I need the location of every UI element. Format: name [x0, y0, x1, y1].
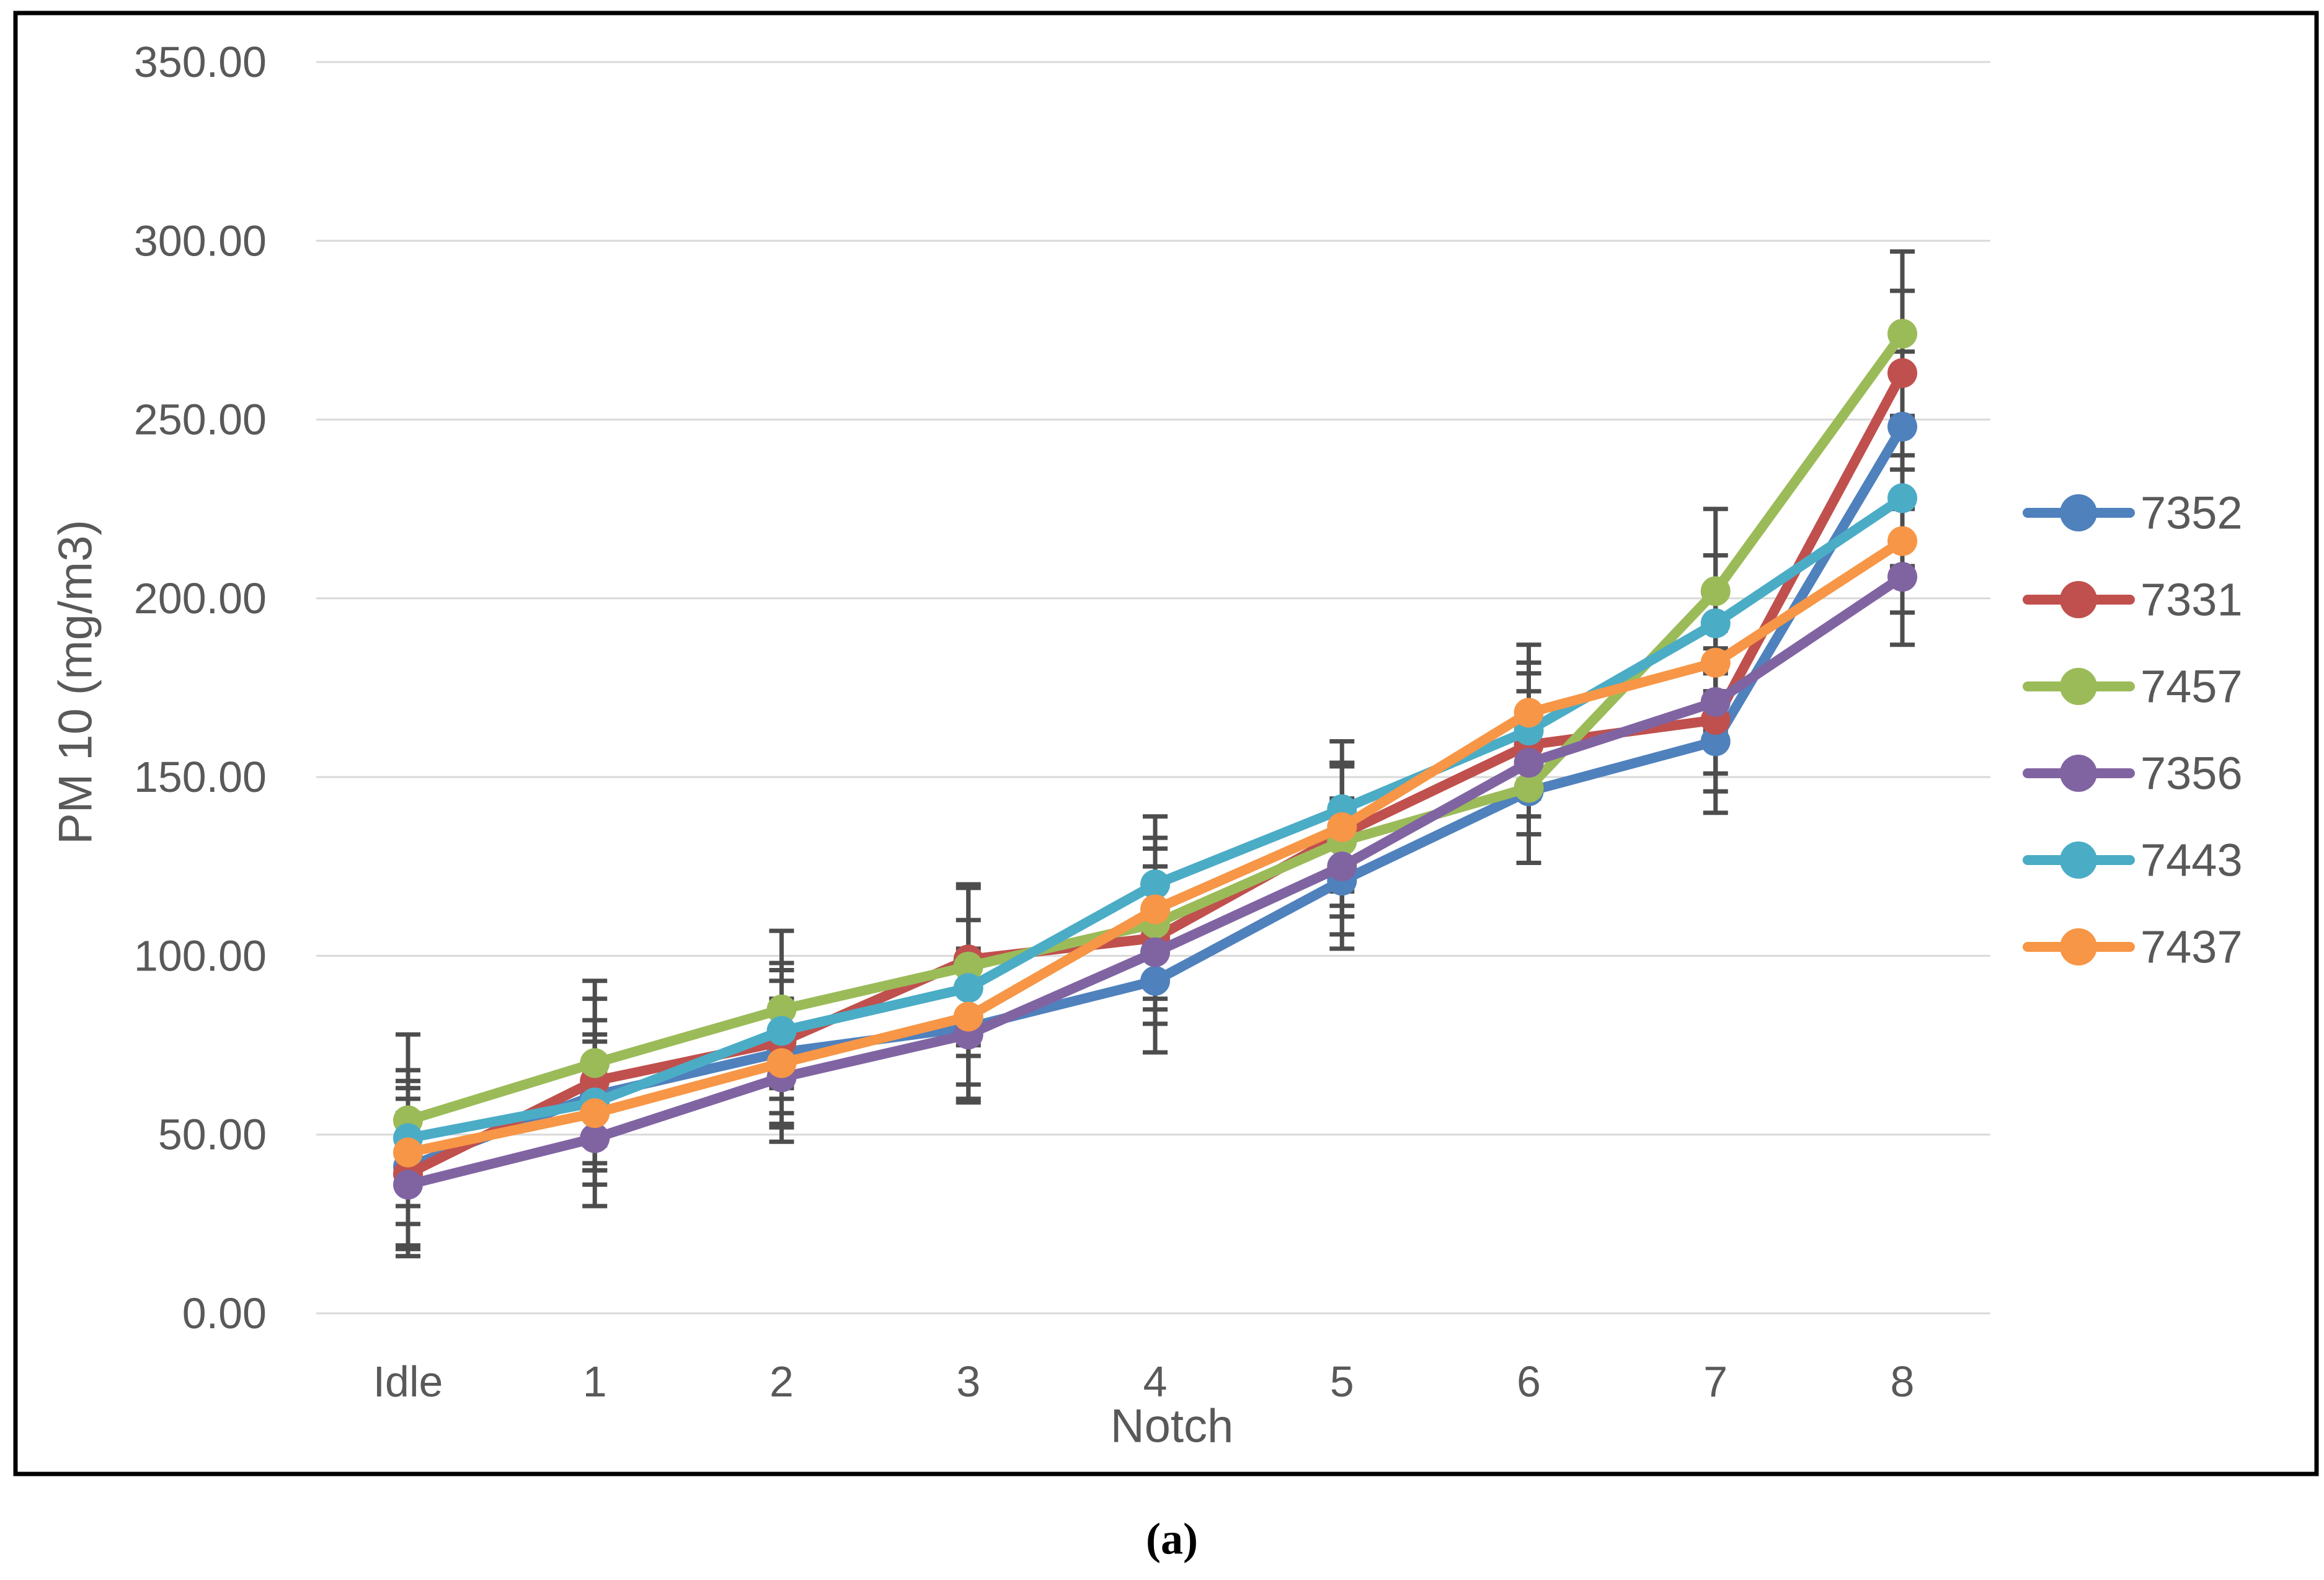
figure-border — [13, 11, 2319, 1476]
marker-7443-3 — [953, 973, 983, 1003]
legend-label-7331: 7331 — [2140, 574, 2243, 626]
marker-7457-2 — [766, 994, 797, 1024]
marker-7437-5 — [1327, 812, 1357, 842]
legend-swatch-marker-7331 — [2060, 581, 2097, 618]
figure-caption: (a) — [1146, 1514, 1198, 1564]
legend-item-7443: 7443 — [2023, 835, 2243, 886]
y-tick-label-50.00: 50.00 — [158, 1111, 267, 1159]
marker-7437-Idle — [393, 1137, 423, 1168]
marker-7356-Idle — [393, 1169, 423, 1200]
legend-item-7437: 7437 — [2023, 921, 2243, 973]
marker-7356-4 — [1140, 937, 1170, 967]
y-tick-label-150.00: 150.00 — [134, 753, 267, 801]
legend-swatch-marker-7352 — [2060, 494, 2097, 531]
marker-7437-2 — [766, 1048, 797, 1078]
legend-swatch-marker-7437 — [2060, 928, 2097, 965]
marker-7331-8 — [1887, 358, 1917, 388]
marker-7457-8 — [1887, 319, 1917, 349]
x-tick-label-2: 2 — [769, 1357, 794, 1406]
legend-label-7437: 7437 — [2140, 921, 2243, 973]
marker-7437-7 — [1700, 647, 1731, 678]
marker-7356-1 — [580, 1123, 610, 1153]
marker-7356-7 — [1700, 687, 1731, 717]
marker-7443-8 — [1887, 483, 1917, 513]
legend-item-7356: 7356 — [2023, 748, 2243, 799]
x-tick-label-Idle: Idle — [373, 1357, 443, 1406]
y-tick-label-0.00: 0.00 — [182, 1289, 267, 1338]
legend-item-7331: 7331 — [2023, 574, 2243, 626]
marker-7356-6 — [1514, 748, 1544, 778]
legend-label-7356: 7356 — [2140, 748, 2243, 799]
marker-7437-6 — [1514, 698, 1544, 728]
marker-7457-6 — [1514, 773, 1544, 803]
marker-7437-3 — [953, 1001, 983, 1032]
legend-swatch-marker-7356 — [2060, 755, 2097, 792]
y-tick-label-100.00: 100.00 — [134, 931, 267, 980]
legend-label-7457: 7457 — [2140, 661, 2243, 712]
y-tick-label-200.00: 200.00 — [134, 574, 267, 623]
marker-7352-8 — [1887, 412, 1917, 442]
x-tick-label-5: 5 — [1330, 1357, 1354, 1406]
marker-7352-7 — [1700, 726, 1731, 757]
legend-item-7352: 7352 — [2023, 487, 2243, 539]
y-tick-label-350.00: 350.00 — [134, 38, 267, 86]
legend-swatch-marker-7443 — [2060, 841, 2097, 879]
marker-7457-3 — [953, 951, 983, 982]
legend-swatch-marker-7457 — [2060, 668, 2097, 705]
marker-7457-1 — [580, 1048, 610, 1078]
x-tick-label-4: 4 — [1143, 1357, 1168, 1406]
marker-7437-4 — [1140, 894, 1170, 925]
y-tick-label-300.00: 300.00 — [134, 216, 267, 265]
legend-label-7352: 7352 — [2140, 487, 2243, 539]
x-tick-label-8: 8 — [1891, 1357, 1915, 1406]
marker-7356-5 — [1327, 851, 1357, 882]
x-axis-title: Notch — [1110, 1400, 1234, 1453]
legend-item-7457: 7457 — [2023, 661, 2243, 712]
marker-7437-1 — [580, 1098, 610, 1129]
y-tick-label-250.00: 250.00 — [134, 396, 267, 444]
x-tick-label-1: 1 — [583, 1357, 607, 1406]
x-tick-label-6: 6 — [1517, 1357, 1541, 1406]
marker-7443-7 — [1700, 608, 1731, 639]
x-tick-label-3: 3 — [956, 1357, 980, 1406]
legend-label-7443: 7443 — [2140, 835, 2243, 886]
marker-7437-8 — [1887, 526, 1917, 556]
marker-7356-8 — [1887, 562, 1917, 592]
x-tick-label-7: 7 — [1703, 1357, 1727, 1406]
y-axis-title: PM 10 (mg/m3) — [49, 520, 102, 845]
marker-7457-7 — [1700, 576, 1731, 606]
marker-7443-4 — [1140, 869, 1170, 900]
marker-7443-2 — [766, 1016, 797, 1046]
marker-7352-4 — [1140, 965, 1170, 996]
